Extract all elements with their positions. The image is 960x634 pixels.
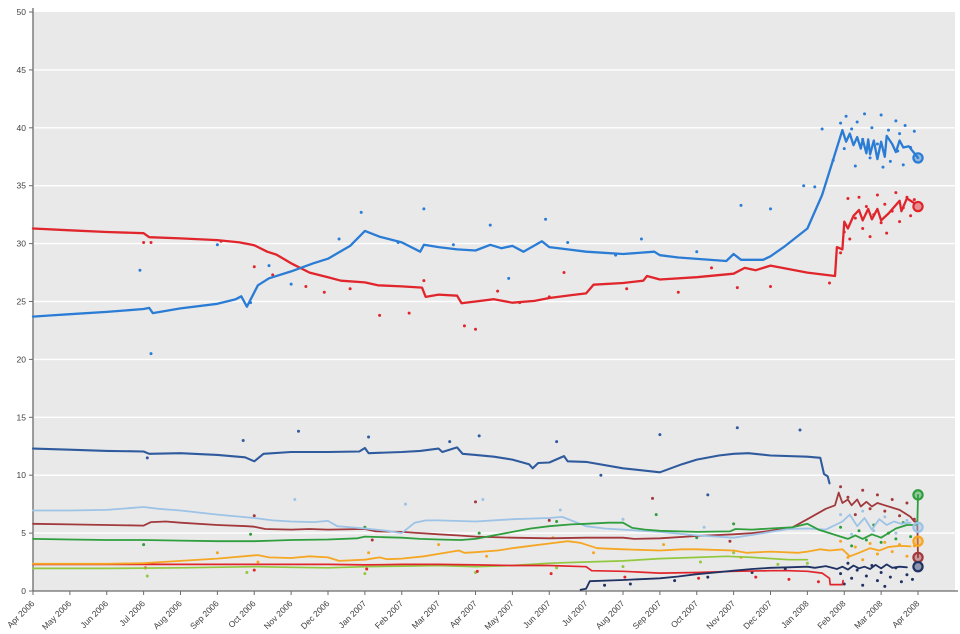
series-dark-navy-line bbox=[579, 563, 908, 591]
series-maroon-scatter bbox=[252, 485, 916, 543]
series-orange-result-marker bbox=[912, 535, 924, 547]
series-light-blue-scatter bbox=[293, 498, 909, 536]
series-bright-red-small-line bbox=[32, 563, 844, 586]
series-maroon-line bbox=[32, 491, 919, 559]
series-green-result-marker bbox=[912, 489, 924, 501]
series-navy-scatter bbox=[145, 426, 802, 497]
series-dark-navy-result-marker bbox=[912, 560, 924, 573]
gridlines bbox=[33, 69, 955, 534]
series-maroon-result-marker bbox=[912, 551, 924, 564]
y-tick-label: 40 bbox=[17, 123, 27, 133]
series-orange-line bbox=[32, 540, 912, 565]
y-tick-label: 20 bbox=[17, 354, 27, 364]
series-red-line bbox=[31, 197, 916, 305]
y-tick-label: 35 bbox=[17, 181, 27, 191]
y-tick-label: 30 bbox=[17, 239, 27, 249]
series-navy-line bbox=[31, 446, 831, 485]
y-tick-label: 0 bbox=[21, 586, 26, 596]
series-blue-result-marker bbox=[912, 152, 924, 164]
y-tick-label: 5 bbox=[21, 528, 26, 538]
y-tick-label: 45 bbox=[17, 65, 27, 75]
series-light-green-scatter bbox=[145, 551, 809, 578]
y-tick-label: 15 bbox=[17, 412, 27, 422]
series-green-line bbox=[32, 493, 919, 543]
y-tick-label: 25 bbox=[17, 297, 27, 307]
series-light-green-line bbox=[32, 555, 809, 570]
series-blue-line bbox=[31, 128, 920, 318]
y-tick-label: 50 bbox=[17, 7, 27, 17]
series-light-blue-line bbox=[32, 506, 912, 539]
series-light-blue-result-marker bbox=[912, 521, 924, 534]
series-red-result-marker bbox=[912, 200, 924, 213]
y-axis: 0 5 10 15 20 25 30 35 40 45 50 bbox=[17, 7, 33, 596]
y-tick-label: 10 bbox=[17, 470, 27, 480]
